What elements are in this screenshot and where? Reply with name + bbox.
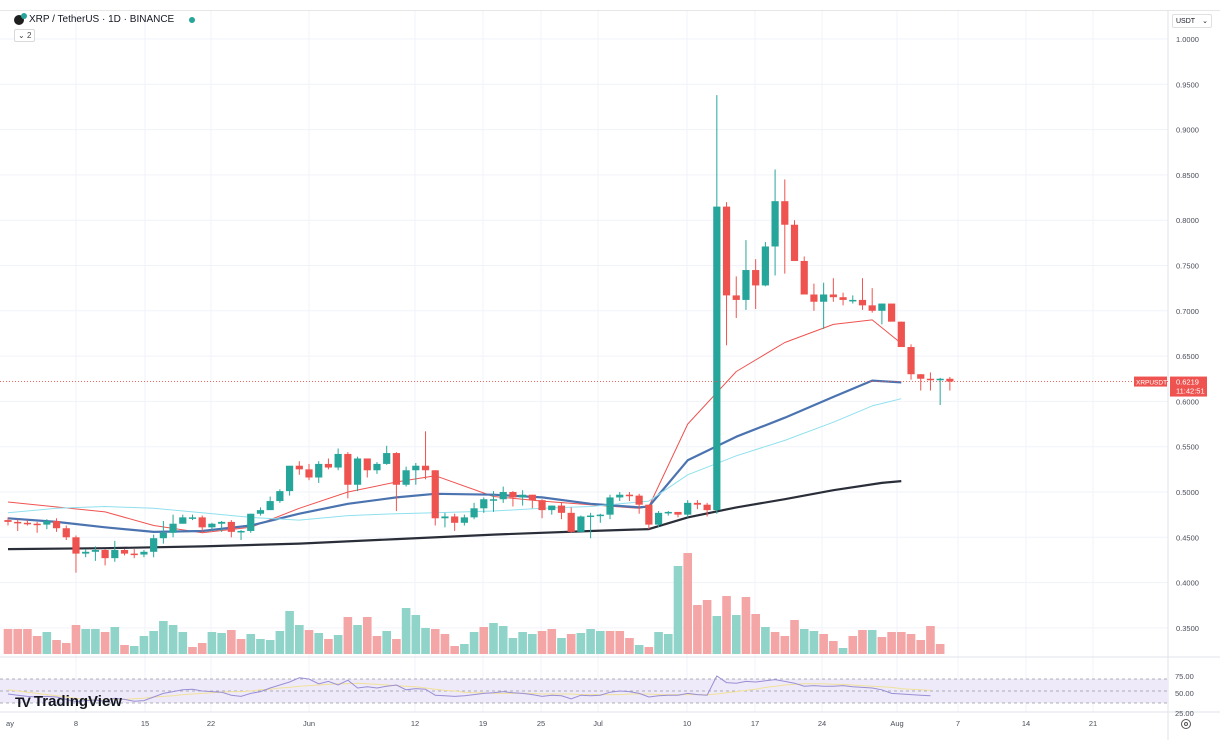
grid-lines [0,11,1168,712]
market-status-dot-icon [189,16,196,23]
indicators-collapse-button[interactable]: ⌄ 2 [14,29,36,42]
top-divider [0,10,1220,11]
time-tick: Jul [593,719,603,728]
chevron-down-icon: ⌄ [18,31,25,40]
tradingview-logo-text: TradingView [33,693,122,710]
tradingview-logo-icon: TV [15,693,31,710]
time-tick: 25 [537,719,545,728]
chevron-down-icon: ⌄ [1202,18,1208,25]
price-tick: 0.7500 [1176,262,1199,271]
rsi-tick: 75.00 [1175,672,1194,681]
price-tick: 0.4000 [1176,579,1199,588]
rsi-tick: 25.00 [1175,709,1194,718]
moving-average-line [7,319,902,534]
rsi-tick: 50.00 [1175,689,1194,698]
candlesticks [4,95,954,573]
svg-text:0.6219: 0.6219 [1176,378,1199,387]
moving-average-line [7,480,902,551]
price-tick: 0.8000 [1176,216,1199,225]
price-tick: 1.0000 [1176,35,1199,44]
rsi-pane[interactable]: 75.00 50.00 25.00 [0,672,1194,718]
time-tick: 21 [1089,719,1097,728]
rsi-ma-line [7,682,931,701]
time-tick: 14 [1022,719,1030,728]
time-tick: 17 [751,719,759,728]
price-tick: 0.5000 [1176,488,1199,497]
currency-label: USDT [1176,18,1196,25]
moving-average-line [7,379,902,533]
time-tick: 19 [479,719,487,728]
svg-text:XRPUSDT: XRPUSDT [1136,380,1167,387]
time-tick: 22 [207,719,215,728]
price-tick: 0.9000 [1176,126,1199,135]
time-tick: 7 [956,719,960,728]
symbol-title[interactable]: XRP / TetherUS · 1D · BINANCE [29,14,175,25]
time-tick: Jun [303,719,315,728]
rsi-line [7,675,931,703]
price-tick: 0.3500 [1176,624,1199,633]
price-tick: 0.9500 [1176,80,1199,89]
ticker-label: XRPUSDT [1134,376,1167,387]
time-tick: Aug [890,719,903,728]
price-tick: 0.7000 [1176,307,1199,316]
price-tick: 0.4500 [1176,533,1199,542]
indicators-count: 2 [26,31,32,40]
price-tick: 0.6000 [1176,397,1199,406]
price-axis[interactable]: 1.0000 0.9500 0.9000 0.8500 0.8000 0.7500 0.70… [1176,35,1199,633]
time-tick: 12 [411,719,419,728]
price-tick: 0.5500 [1176,443,1199,452]
time-tick: 24 [818,719,826,728]
settings-gear-icon[interactable] [1181,719,1191,729]
time-tick: 15 [141,719,149,728]
price-tick: 0.8500 [1176,171,1199,180]
symbol-legend[interactable]: XRP / TetherUS · 1D · BINANCE [14,12,196,25]
time-axis[interactable]: ay 8 15 22 Jun 12 19 25 Jul 10 17 24 Aug 7 14 21 [6,719,1097,728]
time-tick: 8 [74,719,78,728]
volume-bars [3,553,945,654]
currency-selector[interactable]: USDT ⌄ [1172,14,1212,28]
xrp-coin-icon [14,12,27,25]
price-tick: 0.6500 [1176,352,1199,361]
time-tick: 10 [683,719,691,728]
tradingview-logo[interactable]: TV TradingView [15,693,122,710]
time-tick: ay [6,719,14,728]
svg-text:11:42:51: 11:42:51 [1176,387,1205,396]
